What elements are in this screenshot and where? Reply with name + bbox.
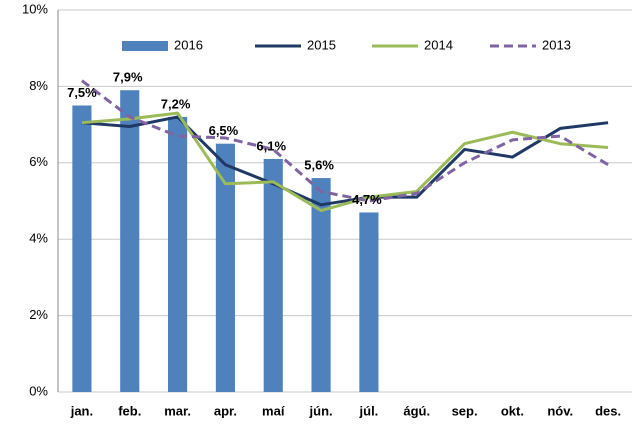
x-tick-label: des. (595, 403, 621, 418)
legend-label: 2016 (174, 37, 203, 52)
data-label: 7,9% (113, 70, 143, 85)
x-tick-label: mar. (164, 403, 191, 418)
x-tick-label: feb. (118, 403, 141, 418)
bar (120, 90, 140, 392)
x-tick-label: apr. (214, 403, 237, 418)
line (81, 115, 609, 207)
bar (215, 143, 235, 392)
data-label: 6,1% (256, 138, 286, 153)
x-tick-label: maí (262, 403, 285, 418)
x-tick-label: ágú. (403, 403, 430, 418)
x-tick-label: jún. (309, 403, 333, 418)
legend-swatch (122, 41, 168, 51)
data-label: 4,7% (352, 192, 382, 207)
legend-label: 2014 (424, 37, 453, 52)
bar (72, 105, 92, 392)
y-tick-label: 10% (22, 1, 48, 16)
x-tick-label: júl. (359, 403, 379, 418)
y-tick-label: 8% (29, 78, 48, 93)
data-label: 7,5% (67, 85, 97, 100)
x-tick-label: okt. (501, 403, 524, 418)
bar (263, 158, 283, 392)
line (81, 79, 609, 203)
data-label: 6,5% (209, 123, 239, 138)
legend-label: 2015 (307, 37, 336, 52)
x-tick-label: sep. (452, 403, 478, 418)
y-tick-label: 2% (29, 307, 48, 322)
y-tick-label: 0% (29, 383, 48, 398)
y-tick-label: 6% (29, 154, 48, 169)
legend-label: 2013 (542, 37, 571, 52)
bar (168, 116, 188, 393)
bar (359, 212, 379, 392)
y-tick-label: 4% (29, 231, 48, 246)
x-tick-label: jan. (70, 403, 93, 418)
line (81, 111, 609, 213)
data-label: 7,2% (161, 96, 191, 111)
x-tick-label: nóv. (547, 403, 573, 418)
data-label: 5,6% (304, 158, 334, 173)
bar (311, 178, 331, 392)
